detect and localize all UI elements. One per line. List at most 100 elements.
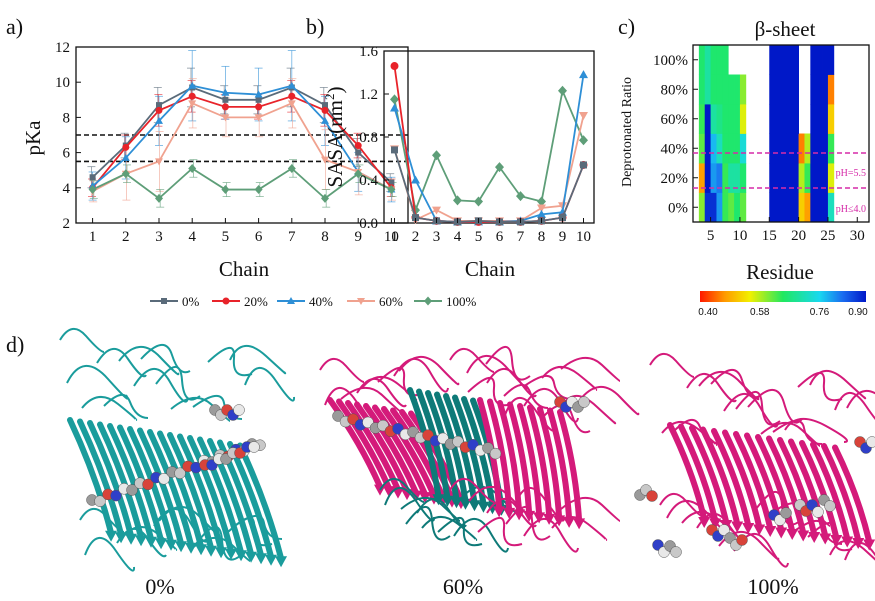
heatmap-cell — [739, 192, 747, 223]
heatmap-cell — [810, 74, 817, 105]
ligand-atom — [736, 534, 748, 546]
loop-coil — [319, 358, 365, 383]
pka-data-point — [221, 103, 229, 111]
sasa-data-point — [390, 62, 399, 71]
loop-coil — [190, 537, 251, 562]
pka-series-line — [92, 102, 392, 193]
loop-coil — [844, 542, 875, 561]
pka-data-point — [321, 116, 329, 124]
loop-coil — [453, 518, 509, 553]
sasa-series-line — [393, 65, 585, 223]
beta-strand-arrow — [459, 498, 472, 510]
beta-strand — [147, 429, 195, 548]
ligand-atom — [646, 490, 658, 502]
sasa-data-point — [559, 214, 566, 222]
beta-strand-arrow — [195, 544, 208, 556]
heatmap-frame — [692, 44, 870, 223]
loop-coil — [792, 520, 843, 545]
sasa-data-point — [453, 195, 462, 206]
heatmap-cell — [734, 192, 741, 223]
heatmap-cell — [816, 163, 823, 193]
beta-strand-arrow — [486, 503, 499, 515]
loop-coil — [809, 370, 867, 400]
beta-strand-arrow — [275, 556, 288, 568]
sasa-data-point — [558, 85, 567, 96]
pka-data-point — [255, 103, 263, 111]
beta-strand — [755, 434, 796, 534]
heatmap-cell — [804, 133, 811, 164]
pka-x-tick-label: 7 — [288, 229, 296, 245]
loop-coil — [377, 367, 423, 397]
sasa-data-point — [537, 204, 546, 213]
pka-data-point — [155, 158, 163, 166]
heatmap-cell — [781, 45, 788, 75]
loop-coil — [540, 404, 591, 434]
heatmap-cell — [722, 74, 729, 105]
pka-data-point — [221, 88, 230, 96]
heatmap-cell — [810, 163, 817, 193]
colorbar-tick-label: 0.76 — [810, 307, 830, 318]
sasa-x-tick-label: 5 — [475, 229, 483, 245]
beta-strand-arrow — [808, 531, 821, 543]
ligand-atom — [126, 484, 138, 496]
loop-coil — [103, 394, 149, 419]
beta-strand-arrow — [245, 551, 258, 563]
loop-coil — [84, 537, 136, 572]
heatmap-cell — [739, 74, 747, 105]
ligand-atom — [248, 441, 260, 453]
loop-coil — [207, 347, 253, 377]
pka-data-point — [188, 92, 196, 100]
pka-data-point — [155, 106, 163, 114]
heatmap-y-axis-label: Deprotonated Ratio — [620, 77, 635, 187]
ligand-atom — [158, 473, 170, 485]
heatmap-cell — [716, 104, 723, 134]
pka-data-point — [88, 185, 97, 195]
sasa-x-tick-label: 8 — [538, 229, 546, 245]
heatmap-cell — [810, 45, 817, 75]
pka-y-axis-label: pKa — [21, 120, 45, 156]
heatmap-cell — [781, 133, 788, 164]
beta-strand — [372, 404, 428, 498]
beta-strand-arrow — [155, 538, 168, 550]
loop-coil — [232, 515, 283, 540]
pka-data-point — [155, 193, 163, 203]
heatmap-cell — [827, 45, 835, 75]
beta-strand-arrow — [786, 528, 799, 540]
heatmap-cell — [822, 74, 829, 105]
beta-strand — [167, 432, 215, 551]
structure-0-percent — [59, 328, 296, 572]
heatmap-cell — [781, 163, 788, 193]
beta-strand — [345, 400, 401, 493]
loop-coil — [834, 392, 875, 420]
sasa-y-axis-label: SASA(nm2) — [322, 86, 347, 187]
panel-label-c: c) — [618, 14, 635, 39]
beta-strand — [187, 435, 235, 554]
beta-strand-arrow — [753, 524, 766, 536]
heatmap-y-tick-label: 80% — [661, 82, 689, 98]
heatmap-cell — [710, 192, 717, 223]
sasa-y-tick-label: 1.2 — [359, 87, 378, 103]
legend-marker — [161, 298, 167, 304]
beta-strand-arrow — [135, 535, 148, 547]
heatmap-cell — [728, 74, 735, 105]
heatmap-cell — [775, 74, 782, 105]
legend: 0% 20% 40% 60% 100% — [150, 294, 477, 309]
loop-coil — [578, 386, 640, 416]
pka-x-tick-label: 5 — [222, 229, 230, 245]
heatmap-cell — [786, 133, 794, 164]
heatmap-cell — [822, 45, 829, 75]
beta-strand — [407, 387, 442, 500]
sasa-data-point — [411, 175, 420, 184]
sasa-data-point — [390, 94, 399, 105]
sasa-data-point — [495, 162, 504, 173]
caption-60-percent: 60% — [443, 574, 483, 599]
sasa-y-tick-label: 0.0 — [359, 216, 378, 232]
heatmap-cell — [769, 104, 776, 134]
beta-strand — [336, 398, 392, 492]
heatmap-cell — [775, 133, 782, 164]
ligand-atom — [812, 506, 824, 518]
ligand-atom — [718, 524, 730, 536]
sasa-data-point — [580, 161, 587, 169]
pka-data-point — [287, 100, 296, 108]
